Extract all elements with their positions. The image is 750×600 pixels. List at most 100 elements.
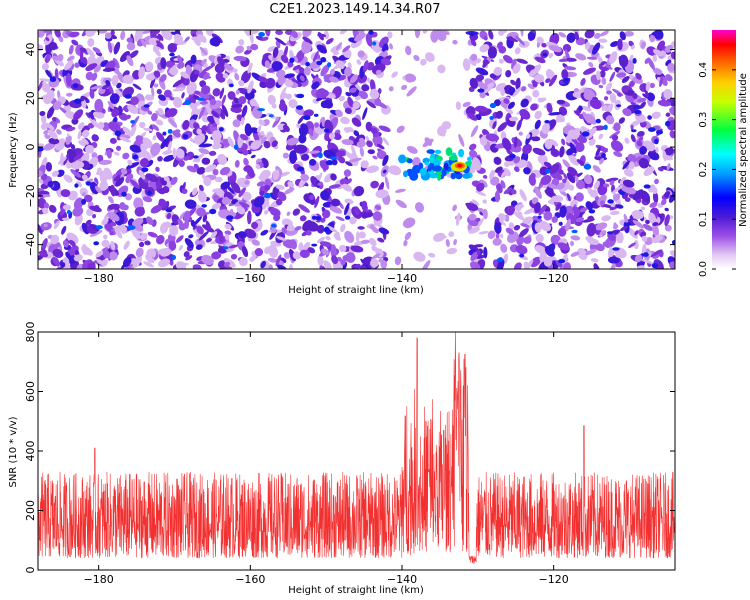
spectrogram-cell: [562, 178, 567, 184]
spectrogram-cell: [445, 239, 450, 247]
spectrogram-cell: [667, 62, 675, 72]
spectrogram-cell: [198, 106, 205, 120]
spectrogram-cell: [50, 234, 60, 245]
spectrogram-cell: [175, 235, 184, 243]
spectrogram-cell: [45, 37, 50, 42]
spectrogram-cell: [210, 230, 218, 240]
spectrogram-cell: [365, 121, 373, 132]
spectrogram-cell: [567, 129, 580, 140]
spectrogram-cell: [212, 88, 221, 97]
spectrogram-cell: [654, 234, 663, 242]
spectrogram-cell: [86, 208, 94, 217]
spectrogram-cell: [558, 80, 565, 85]
spectrogram-cell: [277, 191, 287, 201]
spectrogram-cell: [91, 134, 99, 142]
spectrogram-cell: [285, 93, 292, 100]
spectrogram-cell: [157, 258, 171, 268]
spectrogram-cell: [107, 41, 113, 54]
spectrogram-cell: [586, 128, 595, 140]
spectrogram-cell: [194, 238, 205, 248]
spectrogram-cell: [360, 160, 369, 169]
spectrogram-cell: [145, 61, 154, 72]
spectrogram-cell: [74, 183, 79, 188]
spectrogram-cell: [298, 123, 309, 137]
spectrogram-cell: [325, 38, 334, 45]
spectrogram-cell: [344, 67, 352, 77]
spectrogram-cell: [505, 70, 512, 78]
spectrogram-cell: [338, 95, 345, 102]
spectrogram-cell: [609, 210, 620, 216]
spectrogram-cell: [238, 201, 250, 208]
spectrogram-cell: [533, 64, 542, 74]
spectrogram-cell: [233, 55, 247, 62]
spectrogram-cell: [223, 261, 230, 267]
spectrogram-cell: [527, 31, 536, 41]
spectrogram-cell: [44, 69, 53, 79]
spectrogram-cell: [516, 58, 528, 64]
spectrogram-cell: [500, 180, 506, 189]
spectrogram-cell: [518, 131, 523, 136]
spectrogram-cell: [211, 110, 220, 118]
spectrogram-cell: [156, 131, 165, 142]
spectrogram-cell: [377, 237, 385, 243]
spectrogram-cell: [197, 97, 205, 101]
spectrogram-cell: [498, 30, 504, 36]
spectrogram-cell: [323, 99, 334, 109]
spectrogram-cell: [558, 259, 566, 264]
spectrogram-cell: [669, 130, 675, 139]
spectrogram-cell: [498, 58, 504, 64]
spectrogram-cell: [347, 96, 354, 108]
spectrogram-cell: [498, 45, 507, 54]
spectrogram-cell: [129, 144, 142, 153]
spectrogram-cell: [280, 54, 289, 64]
spectrogram-cell: [563, 172, 568, 180]
spectrogram-cell: [357, 226, 365, 230]
spectrogram-heatmap: [38, 30, 675, 269]
spectrogram-cell: [115, 145, 122, 151]
spectrogram-cell: [86, 47, 96, 58]
spectrogram-cell: [125, 193, 133, 201]
spectrogram-cell: [205, 220, 212, 231]
spectrogram-cell: [164, 108, 178, 118]
spectrogram-cell: [577, 247, 588, 261]
spectrogram-cell: [234, 72, 240, 81]
spectrogram-cell: [292, 251, 302, 260]
x-tick-label: −160: [235, 573, 265, 586]
spectrogram-cell: [609, 51, 618, 64]
spectrogram-feature-cell: [432, 165, 442, 172]
spectrogram-cell: [142, 196, 153, 203]
spectrogram-cell: [242, 149, 249, 156]
spectrogram-cell: [599, 30, 609, 37]
spectrogram-cell: [643, 252, 649, 257]
spectrogram-cell: [503, 98, 510, 105]
spectrogram-cell: [503, 253, 509, 264]
spectrogram-cell: [135, 30, 147, 34]
spectrogram-cell: [566, 193, 571, 202]
spectrogram-cell: [112, 57, 120, 69]
spectrogram-cell: [475, 74, 485, 81]
spectrogram-cell: [656, 40, 665, 53]
spectrogram-cell: [144, 240, 151, 246]
spectrogram-cell: [594, 151, 607, 158]
spectrogram-cell: [329, 76, 339, 83]
spectrogram-cell: [534, 119, 541, 130]
spectrogram-cell: [559, 205, 567, 218]
spectrogram-cell: [468, 149, 478, 159]
spectrogram-cell: [651, 262, 659, 269]
spectrogram-cell: [196, 225, 204, 235]
spectrogram-cell: [303, 109, 314, 117]
spectrogram-cell: [655, 146, 659, 154]
spectrogram-cell: [258, 119, 266, 126]
spectrogram-cell: [483, 82, 495, 93]
spectrogram-cell: [66, 92, 73, 97]
spectrogram-cell: [366, 140, 373, 148]
spectrogram-cell: [661, 198, 667, 206]
spectrogram-cell: [665, 112, 671, 117]
spectrogram-cell: [590, 258, 599, 263]
spectrogram-cell: [323, 260, 332, 269]
spectrogram-cell: [267, 94, 276, 106]
spectrogram-cell: [361, 200, 368, 211]
spectrogram-cell: [623, 213, 629, 224]
spectrogram-cell: [622, 160, 630, 170]
spectrogram-cell: [574, 175, 579, 183]
